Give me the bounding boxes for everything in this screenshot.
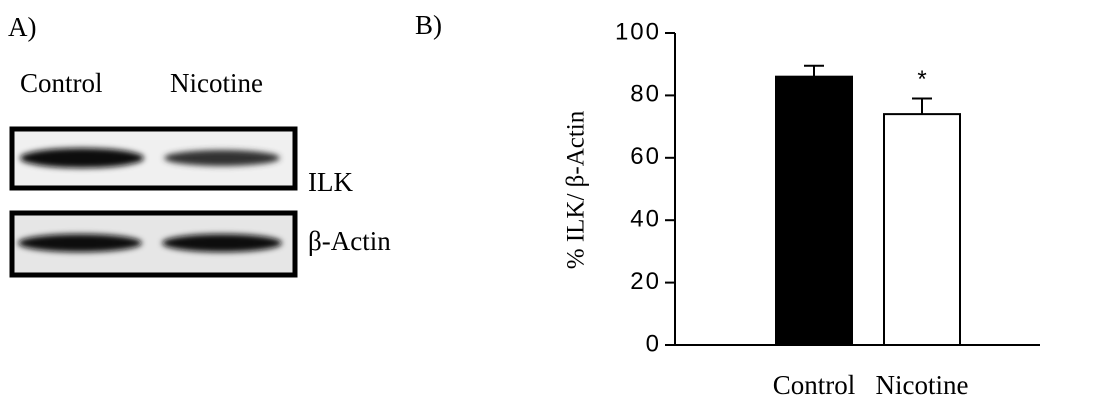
panel-label: A) <box>8 12 37 42</box>
blot-band <box>162 234 282 252</box>
bar <box>884 114 960 345</box>
y-tick-label: 80 <box>630 81 661 108</box>
y-tick-label: 60 <box>630 143 661 170</box>
y-axis-label: % ILK/ β-Actin <box>563 110 590 269</box>
y-tick-label: 100 <box>615 18 661 45</box>
protein-label: ILK <box>308 167 353 197</box>
bar <box>776 77 852 345</box>
protein-label: β-Actin <box>308 226 391 256</box>
x-tick-label: Nicotine <box>876 370 969 400</box>
blot-band <box>18 234 142 252</box>
y-tick-label: 40 <box>630 206 661 233</box>
panel-label: B) <box>415 10 442 40</box>
y-tick-label: 20 <box>630 268 661 295</box>
y-tick-label: 0 <box>646 330 661 357</box>
figure: A) Control Nicotine ILK β-Actin B) % ILK… <box>0 0 1093 410</box>
lane-label: Control <box>20 68 103 98</box>
blot-band <box>20 148 144 168</box>
panel-a: A) Control Nicotine ILK β-Actin <box>8 12 391 275</box>
significance-marker: * <box>917 66 926 93</box>
blot-band <box>164 150 280 166</box>
x-tick-label: Control <box>773 370 856 400</box>
lane-label: Nicotine <box>170 68 263 98</box>
